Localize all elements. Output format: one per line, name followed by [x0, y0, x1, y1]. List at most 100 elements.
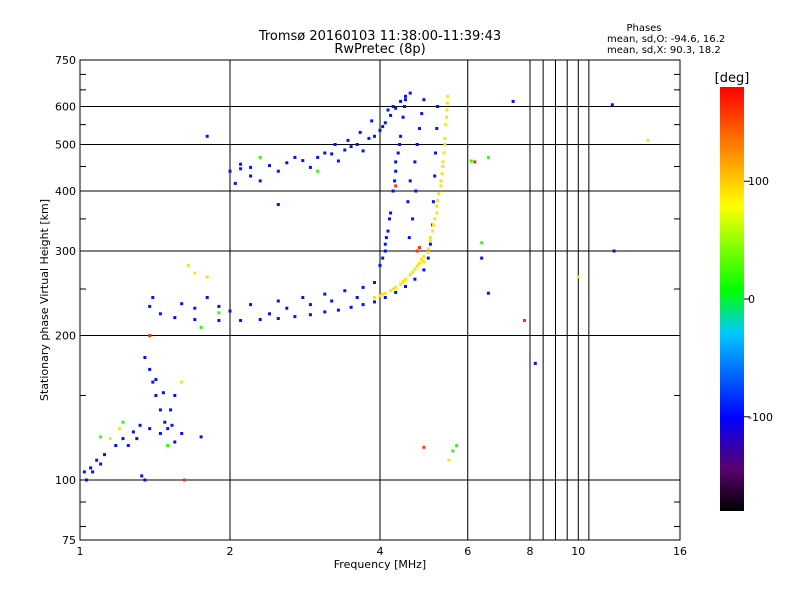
data-point	[373, 281, 376, 284]
data-point	[403, 105, 406, 108]
data-point	[407, 236, 411, 240]
data-point	[370, 119, 374, 123]
data-point	[436, 105, 440, 108]
x-tick-label: 16	[673, 545, 687, 558]
data-point	[391, 287, 395, 291]
data-point	[389, 289, 393, 293]
data-point	[373, 300, 376, 304]
data-point	[399, 282, 403, 286]
data-point	[285, 161, 289, 165]
data-point	[436, 199, 440, 203]
data-point	[323, 292, 327, 296]
y-tick-label: 750	[55, 54, 76, 67]
plot-frame	[79, 59, 681, 541]
data-point	[233, 181, 237, 185]
data-point	[333, 143, 337, 146]
data-point	[404, 98, 407, 102]
data-point	[323, 310, 327, 314]
data-point	[276, 317, 280, 320]
data-point	[268, 312, 271, 316]
data-point	[239, 319, 243, 322]
chart-title: Tromsø 20160103 11:38:00-11:39:43	[258, 29, 501, 44]
data-point	[394, 285, 398, 289]
data-point	[386, 108, 390, 112]
data-point	[473, 160, 477, 164]
data-point	[182, 478, 186, 482]
data-point	[434, 151, 437, 155]
data-point	[523, 319, 526, 322]
data-point	[411, 217, 415, 221]
x-tick-label: 10	[571, 545, 585, 558]
data-point	[166, 444, 170, 447]
data-point	[199, 325, 203, 329]
data-point	[276, 299, 280, 303]
data-point	[355, 296, 359, 299]
data-point	[358, 130, 362, 134]
data-point	[401, 280, 405, 284]
data-point	[173, 440, 177, 444]
data-point	[486, 291, 490, 295]
data-point	[533, 361, 537, 365]
data-point	[258, 318, 262, 321]
data-point	[249, 165, 253, 169]
data-point	[428, 236, 432, 240]
data-point	[293, 155, 297, 159]
data-point	[431, 200, 435, 204]
colorbar-title: [deg]	[715, 71, 750, 86]
data-point	[469, 159, 473, 163]
data-point	[258, 179, 262, 183]
data-point	[415, 143, 419, 146]
y-tick-label: 100	[55, 474, 76, 487]
data-point	[193, 318, 197, 321]
data-point	[398, 143, 402, 146]
data-point	[154, 394, 158, 397]
x-tick-label: 8	[527, 545, 534, 558]
data-point	[451, 449, 455, 453]
data-point	[158, 432, 162, 435]
data-point	[169, 408, 173, 412]
data-point	[148, 367, 152, 371]
data-point	[391, 105, 395, 108]
data-point	[276, 203, 280, 206]
data-point	[180, 432, 184, 435]
data-point	[193, 306, 197, 310]
data-point	[239, 167, 243, 171]
data-point	[396, 151, 400, 155]
data-point	[91, 470, 95, 474]
data-point	[422, 260, 426, 264]
data-point	[103, 453, 106, 457]
data-point	[108, 437, 112, 441]
data-point	[433, 217, 437, 221]
data-point	[151, 296, 155, 299]
data-point	[205, 134, 209, 138]
data-point	[422, 268, 426, 272]
data-point	[404, 277, 407, 281]
data-point	[330, 152, 334, 156]
data-point	[383, 121, 387, 125]
data-point	[308, 313, 312, 317]
data-point	[411, 270, 415, 274]
x-axis-label: Frequency [MHz]	[334, 558, 426, 571]
data-point	[349, 305, 353, 309]
data-point	[180, 302, 184, 306]
data-point	[268, 164, 271, 168]
data-point	[455, 444, 459, 447]
data-point	[361, 285, 365, 289]
data-point	[511, 99, 515, 103]
data-point	[394, 184, 398, 188]
data-point	[435, 211, 439, 215]
y-axis-ticks: 75 100 200 300 400 500 600 750	[55, 54, 680, 547]
stats-heading: Phases	[626, 23, 661, 34]
colorbar-tick-label: -100	[748, 411, 773, 424]
data-point	[378, 263, 382, 267]
data-point	[428, 239, 432, 243]
data-point	[480, 241, 484, 245]
data-point	[480, 256, 484, 260]
data-point	[393, 179, 397, 183]
data-point	[576, 275, 580, 279]
data-point	[301, 296, 305, 299]
y-tick-label: 500	[55, 139, 76, 152]
data-point	[381, 256, 385, 260]
data-point	[355, 143, 359, 146]
data-point	[249, 303, 253, 307]
